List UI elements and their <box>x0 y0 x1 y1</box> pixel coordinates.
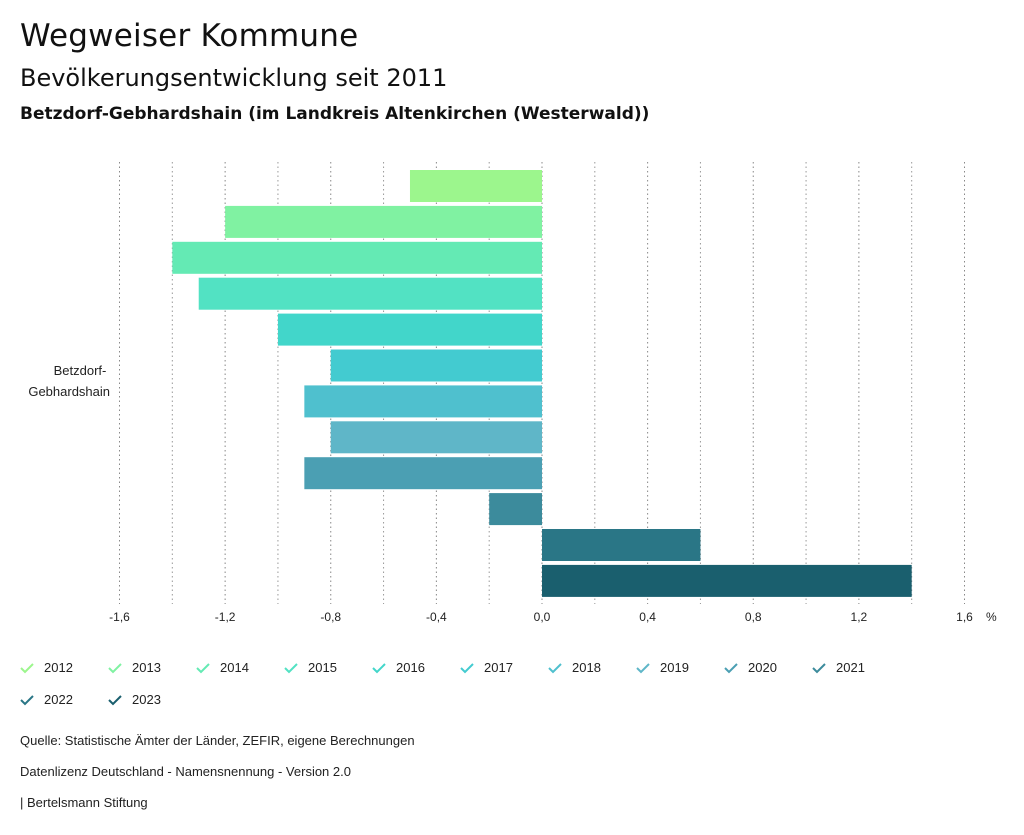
legend-item-2018[interactable]: 2018 <box>548 660 601 675</box>
legend-label: 2014 <box>220 660 249 675</box>
checkmark-icon <box>108 662 122 673</box>
license-note: Datenlizenz Deutschland - Namensnennung … <box>20 764 351 779</box>
legend-label: 2016 <box>396 660 425 675</box>
checkmark-icon <box>812 662 826 673</box>
legend-label: 2012 <box>44 660 73 675</box>
legend-item-2013[interactable]: 2013 <box>108 660 161 675</box>
checkmark-icon <box>636 662 650 673</box>
bar-2018[interactable] <box>304 385 542 418</box>
legend-label: 2013 <box>132 660 161 675</box>
chart-subtitle: Bevölkerungsentwicklung seit 2011 <box>20 64 448 92</box>
x-tick-label: -1,6 <box>109 610 130 624</box>
legend-item-2014[interactable]: 2014 <box>196 660 249 675</box>
legend-item-2015[interactable]: 2015 <box>284 660 337 675</box>
checkmark-icon <box>20 662 34 673</box>
checkmark-icon <box>284 662 298 673</box>
x-tick-label: 1,2 <box>851 610 868 624</box>
legend-label: 2019 <box>660 660 689 675</box>
page-title: Wegweiser Kommune <box>20 18 359 54</box>
legend-label: 2023 <box>132 692 161 707</box>
x-tick-label: 0,8 <box>745 610 762 624</box>
source-note: Quelle: Statistische Ämter der Länder, Z… <box>20 733 415 748</box>
bars <box>172 170 912 597</box>
category-label: Betzdorf- Gebhardshain <box>28 363 110 399</box>
legend-label: 2015 <box>308 660 337 675</box>
x-tick-label: -1,2 <box>215 610 236 624</box>
x-tick-label: 1,6 <box>956 610 973 624</box>
legend-item-2019[interactable]: 2019 <box>636 660 689 675</box>
checkmark-icon <box>196 662 210 673</box>
checkmark-icon <box>372 662 386 673</box>
bar-2023[interactable] <box>542 564 912 597</box>
publisher-note: | Bertelsmann Stiftung <box>20 795 148 810</box>
x-tick-labels: -1,6 -1,2 -0,8 -0,4 0,0 0,4 0,8 1,2 1,6 <box>109 610 973 624</box>
legend-item-2012[interactable]: 2012 <box>20 660 73 675</box>
bar-2014[interactable] <box>172 241 542 274</box>
bar-2019[interactable] <box>330 421 542 454</box>
legend-label: 2021 <box>836 660 865 675</box>
region-title: Betzdorf-Gebhardshain (im Landkreis Alte… <box>20 104 650 124</box>
checkmark-icon <box>460 662 474 673</box>
bar-2020[interactable] <box>304 457 542 490</box>
checkmark-icon <box>108 694 122 705</box>
bar-2016[interactable] <box>277 313 542 346</box>
bar-2017[interactable] <box>330 349 542 382</box>
legend-item-2022[interactable]: 2022 <box>20 692 73 707</box>
gridlines <box>119 162 965 604</box>
bar-2012[interactable] <box>409 170 542 202</box>
legend-item-2021[interactable]: 2021 <box>812 660 865 675</box>
legend-item-2017[interactable]: 2017 <box>460 660 513 675</box>
bar-2022[interactable] <box>542 529 701 561</box>
legend-label: 2020 <box>748 660 777 675</box>
checkmark-icon <box>20 694 34 705</box>
bar-2021[interactable] <box>489 493 542 526</box>
legend-label: 2022 <box>44 692 73 707</box>
x-tick-label: 0,0 <box>534 610 551 624</box>
x-axis-unit: % <box>986 610 997 624</box>
checkmark-icon <box>724 662 738 673</box>
bar-2015[interactable] <box>198 277 542 310</box>
x-tick-label: -0,4 <box>426 610 447 624</box>
legend-label: 2017 <box>484 660 513 675</box>
x-tick-label: -0,8 <box>320 610 341 624</box>
bar-2013[interactable] <box>225 205 542 238</box>
bar-chart: -1,6 -1,2 -0,8 -0,4 0,0 0,4 0,8 1,2 1,6 % Betzdo… <box>28 162 997 624</box>
legend-label: 2018 <box>572 660 601 675</box>
legend-item-2023[interactable]: 2023 <box>108 692 161 707</box>
legend-item-2016[interactable]: 2016 <box>372 660 425 675</box>
legend-item-2020[interactable]: 2020 <box>724 660 777 675</box>
checkmark-icon <box>548 662 562 673</box>
x-tick-label: 0,4 <box>639 610 656 624</box>
